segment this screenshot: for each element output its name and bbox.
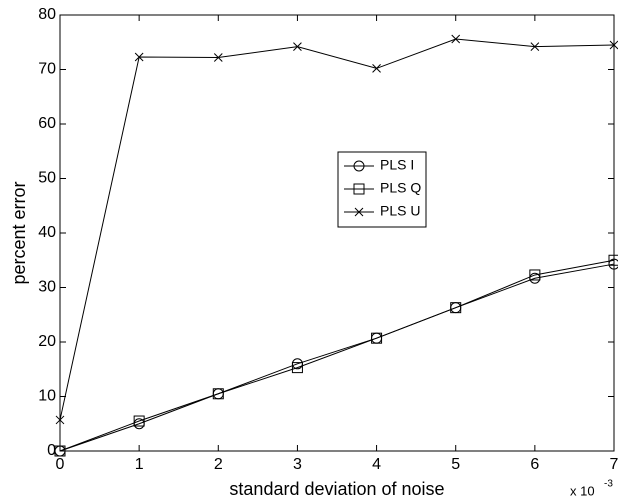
marker-square [353, 183, 365, 195]
x-tick-label: 1 [135, 456, 144, 473]
x-tick-label: 2 [214, 456, 223, 473]
marker-square [212, 388, 224, 400]
marker-x [530, 42, 540, 51]
x-tick-label: 0 [56, 456, 65, 473]
marker-x [213, 53, 223, 62]
marker-square [608, 254, 618, 266]
x-multiplier-exponent: -3 [604, 479, 613, 490]
marker-x [372, 64, 381, 73]
marker-square [54, 445, 66, 457]
legend-label: PLS Q [380, 180, 421, 196]
x-axis-label: standard deviation of noise [229, 479, 444, 499]
x-multiplier: x 10 [570, 483, 595, 498]
legend-label: PLS I [380, 157, 414, 173]
marker-x [354, 207, 364, 217]
marker-x [609, 40, 618, 50]
x-tick-label: 3 [293, 456, 302, 473]
marker-x [55, 415, 65, 425]
series-line [59, 38, 615, 421]
x-tick-label: 5 [451, 456, 460, 473]
y-tick-label: 0 [47, 442, 56, 459]
y-axis-label: percent error [9, 181, 29, 284]
y-tick-label: 70 [38, 61, 56, 78]
legend-label: PLS U [380, 203, 420, 219]
y-tick-label: 80 [38, 6, 56, 23]
series-line [59, 263, 615, 452]
marker-square [371, 332, 383, 344]
y-tick-label: 40 [38, 224, 56, 241]
y-tick-label: 30 [38, 279, 56, 296]
x-tick-label: 4 [372, 456, 381, 473]
y-tick-label: 60 [38, 115, 56, 132]
marker-square [291, 362, 303, 374]
y-tick-label: 10 [38, 388, 56, 405]
marker-circle [353, 160, 365, 172]
marker-x [293, 42, 302, 51]
marker-square [133, 415, 145, 427]
x-tick-label: 6 [530, 456, 539, 473]
marker-square [529, 269, 541, 281]
series-line [59, 259, 615, 452]
y-tick-label: 50 [38, 170, 56, 187]
x-tick-label: 7 [610, 456, 618, 473]
y-tick-label: 20 [38, 333, 56, 350]
marker-x [451, 34, 461, 44]
marker-x [134, 52, 144, 62]
axes-box [59, 14, 615, 452]
marker-square [450, 302, 462, 314]
